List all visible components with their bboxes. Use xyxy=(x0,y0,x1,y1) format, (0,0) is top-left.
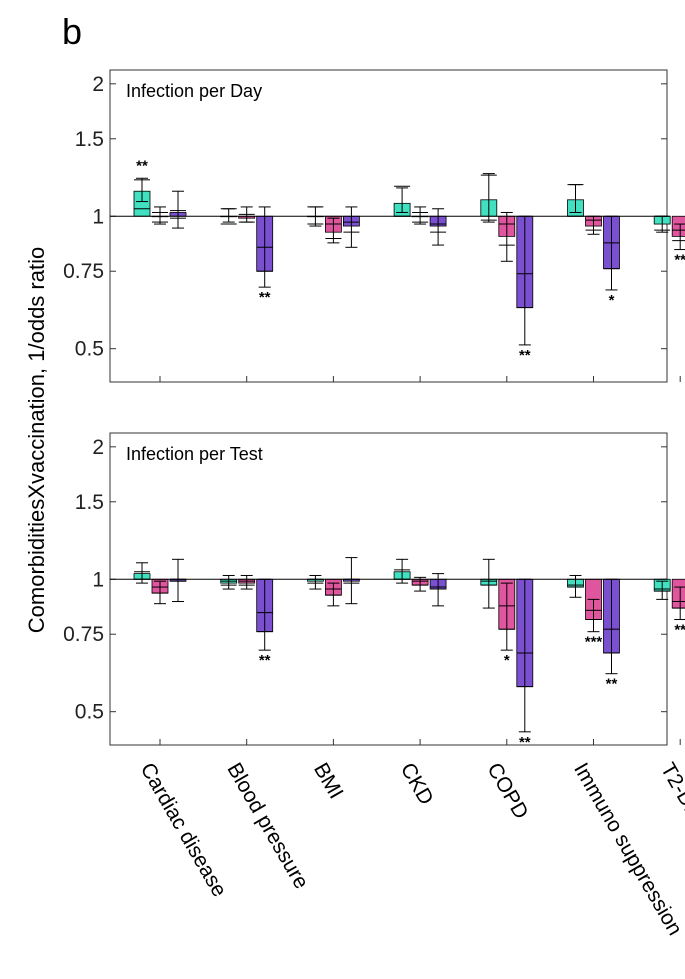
y-tick-label: 1.5 xyxy=(75,128,104,151)
category-label: Cardiac disease xyxy=(136,759,231,901)
plot-frame xyxy=(110,433,667,745)
significance-label: ** xyxy=(519,734,531,751)
y-axis-label: ComorbiditiesXvaccination, 1/odds ratio xyxy=(24,247,49,633)
category-label: T2-Diabetes xyxy=(656,759,685,870)
category-label: CKD xyxy=(396,759,438,809)
y-tick-label: 0.75 xyxy=(63,260,104,283)
plot-frame xyxy=(110,70,667,382)
y-tick-label: 0.5 xyxy=(75,701,104,724)
bar xyxy=(672,216,685,236)
significance-label: ** xyxy=(674,622,685,639)
category-label: Blood pressure xyxy=(222,759,313,893)
bar xyxy=(672,579,685,608)
significance-label: *** xyxy=(585,634,603,651)
significance-label: * xyxy=(609,292,615,309)
significance-label: ** xyxy=(136,157,148,174)
y-tick-label: 0.5 xyxy=(75,338,104,361)
significance-label: ** xyxy=(259,289,271,306)
y-tick-label: 1 xyxy=(92,205,104,228)
y-tick-label: 1 xyxy=(92,568,104,591)
panel-title: Infection per Day xyxy=(126,81,262,101)
y-tick-label: 1.5 xyxy=(75,491,104,514)
significance-label: ** xyxy=(259,652,271,669)
category-label: BMI xyxy=(309,759,348,803)
panel-letter: b xyxy=(62,11,82,52)
significance-label: ** xyxy=(674,252,685,269)
significance-label: ** xyxy=(606,676,618,693)
y-tick-label: 0.75 xyxy=(63,623,104,646)
y-tick-label: 2 xyxy=(92,73,104,96)
panel-title: Infection per Test xyxy=(126,444,263,464)
significance-label: ** xyxy=(519,347,531,364)
y-tick-label: 2 xyxy=(92,436,104,459)
significance-label: * xyxy=(504,652,510,669)
category-label: COPD xyxy=(482,759,532,823)
